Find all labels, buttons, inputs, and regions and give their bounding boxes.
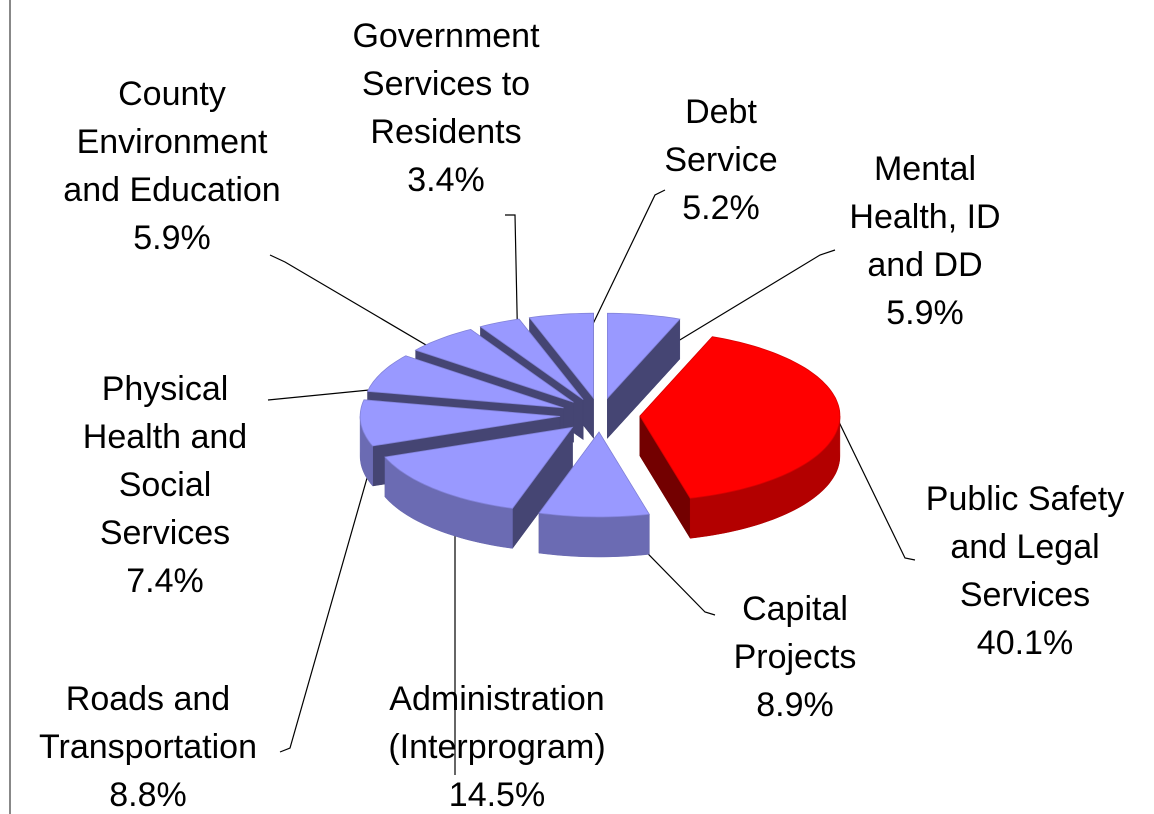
category-label: Roads and Transportation: [39, 680, 257, 766]
slice-top: [366, 355, 564, 409]
category-label: Government Services to Residents: [352, 17, 540, 151]
value-label: 7.4%: [126, 562, 204, 600]
category-label: Physical Health and Social Services: [82, 370, 248, 552]
value-label: 3.4%: [407, 161, 485, 199]
value-label: 5.9%: [133, 219, 211, 257]
value-label: 5.9%: [886, 294, 964, 332]
slice: [384, 426, 574, 550]
slice: [607, 312, 681, 439]
data-label: Public Safety and Legal Services 40.1%: [918, 475, 1133, 667]
category-label: Mental Health, ID and DD: [849, 150, 1001, 284]
value-label: 8.8%: [109, 776, 187, 814]
data-label: Capital Projects 8.9%: [711, 585, 879, 729]
value-label: 14.5%: [448, 776, 546, 814]
slice-top: [538, 431, 650, 518]
category-label: Debt Service: [664, 93, 778, 179]
data-label: Mental Health, ID and DD 5.9%: [828, 145, 1023, 337]
value-label: 8.9%: [756, 686, 834, 724]
leader-line: [279, 414, 386, 753]
slice-top: [528, 312, 594, 400]
category-label: Public Safety and Legal Services: [925, 480, 1125, 614]
slice-top: [414, 328, 574, 403]
slice: [538, 431, 650, 558]
data-label: Roads and Transportation 8.8%: [3, 675, 293, 814]
slice-side: [538, 512, 650, 558]
value-label: 5.2%: [682, 189, 760, 227]
leader-line: [837, 419, 916, 561]
category-label: Capital Projects: [733, 590, 857, 676]
data-label: County Environment and Education 5.9%: [47, 70, 297, 262]
leader-line: [654, 249, 836, 356]
data-label: Administration (Interprogram) 14.5%: [355, 675, 640, 814]
leader-line: [505, 214, 519, 359]
leader-line: [577, 189, 666, 356]
leader-line: [269, 254, 461, 366]
value-label: 40.1%: [976, 624, 1074, 662]
slice-top: [639, 336, 841, 499]
data-label: Debt Service 5.2%: [646, 88, 796, 232]
slice-top: [479, 318, 584, 400]
slice-top: [607, 312, 681, 400]
data-label: Physical Health and Social Services 7.4%: [58, 365, 273, 605]
slice: [639, 336, 841, 540]
category-label: County Environment and Education: [63, 75, 281, 209]
data-label: Government Services to Residents 3.4%: [324, 12, 569, 204]
slice-top: [359, 399, 561, 447]
category-label: Administration (Interprogram): [388, 680, 606, 766]
slice-top: [384, 426, 574, 509]
